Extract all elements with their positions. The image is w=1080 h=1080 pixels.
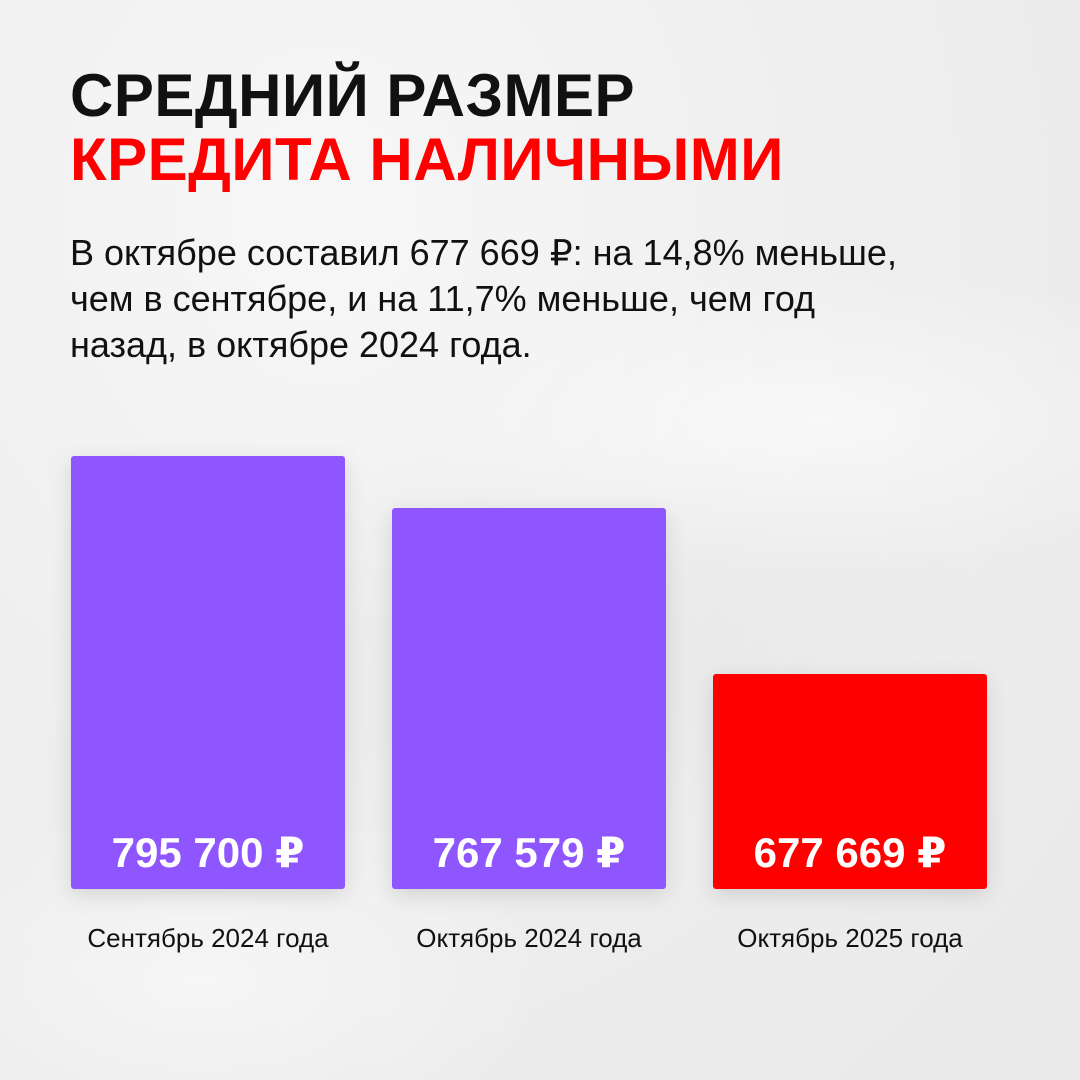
bar-2 — [392, 507, 666, 889]
bar-1 — [71, 456, 345, 889]
bar-3 — [713, 674, 987, 889]
description: В октябре составил 677 669 ₽: на 14,8% м… — [70, 230, 1020, 368]
title-line-2: КРЕДИТА НАЛИЧНЫМИ — [70, 126, 784, 193]
description-line-1: В октябре составил 677 669 ₽: на 14,8% м… — [70, 232, 897, 273]
bar-value-label-3: 677 669 ₽ — [754, 829, 947, 876]
title-line-1: СРЕДНИЙ РАЗМЕР — [70, 62, 636, 129]
bars-group: 795 700 ₽ Сентябрь 2024 года 767 579 ₽ Октя… — [71, 456, 987, 953]
bar-value-label-2: 767 579 ₽ — [433, 829, 626, 876]
category-label-1: Сентябрь 2024 года — [87, 923, 329, 953]
category-label-3: Октябрь 2025 года — [737, 923, 963, 953]
bar-value-label-1: 795 700 ₽ — [112, 829, 305, 876]
description-line-2: чем в сентябре, и на 11,7% меньше, чем г… — [70, 278, 816, 319]
page-title: СРЕДНИЙ РАЗМЕР КРЕДИТА НАЛИЧНЫМИ — [70, 64, 784, 192]
description-line-3: назад, в октябре 2024 года. — [70, 324, 532, 365]
category-label-2: Октябрь 2024 года — [416, 923, 642, 953]
